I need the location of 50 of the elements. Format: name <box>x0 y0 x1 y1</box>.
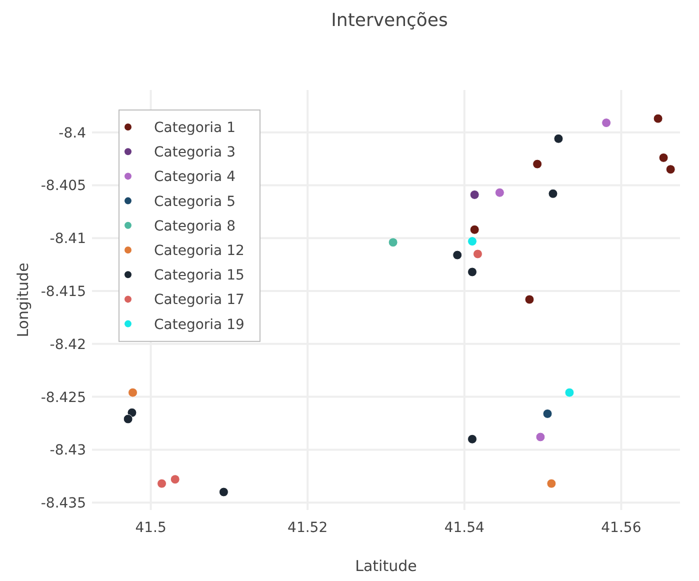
point <box>554 134 564 144</box>
point <box>218 487 228 497</box>
point <box>128 388 138 398</box>
point <box>532 159 542 169</box>
point <box>494 188 504 198</box>
legend-label: Categoria 8 <box>154 218 236 234</box>
legend-label: Categoria 17 <box>154 292 244 308</box>
point <box>170 474 180 484</box>
y-tick-label: -8.43 <box>50 442 86 459</box>
point <box>546 478 556 488</box>
point <box>467 267 477 277</box>
point <box>123 414 133 424</box>
point <box>157 478 167 488</box>
point <box>472 249 482 259</box>
legend-label: Categoria 3 <box>154 144 236 161</box>
point <box>467 236 477 246</box>
point <box>666 164 676 174</box>
legend-label: Categoria 19 <box>154 316 244 333</box>
point <box>542 408 552 418</box>
point <box>536 432 546 442</box>
legend-label: Categoria 12 <box>154 243 244 259</box>
point <box>524 294 534 304</box>
point <box>548 188 558 198</box>
y-axis-title: Longitude <box>14 262 32 338</box>
y-tick-label: -8.405 <box>40 178 86 194</box>
point <box>470 224 480 234</box>
y-tick-label: -8.42 <box>50 336 86 353</box>
y-tick-label: -8.425 <box>40 390 86 406</box>
x-tick-label: 41.56 <box>601 520 642 536</box>
point <box>564 388 574 398</box>
chart-title: Intervenções <box>331 10 448 31</box>
x-tick-label: 41.5 <box>135 520 166 536</box>
point <box>467 434 477 444</box>
y-tick-label: -8.415 <box>40 284 86 300</box>
point <box>452 250 462 260</box>
x-tick-label: 41.52 <box>288 520 328 536</box>
point <box>470 190 480 200</box>
legend-label: Categoria 5 <box>154 194 236 210</box>
x-axis-title: Latitude <box>355 557 417 575</box>
point <box>602 118 612 128</box>
legend-label: Categoria 15 <box>154 268 244 284</box>
x-tick-label: 41.54 <box>444 520 485 536</box>
point <box>388 238 398 248</box>
y-tick-label: -8.41 <box>50 231 86 248</box>
point <box>653 114 663 124</box>
y-tick-label: -8.435 <box>40 496 86 512</box>
y-tick-label: -8.4 <box>58 125 86 142</box>
legend-label: Categoria 4 <box>154 169 236 186</box>
legend-label: Categoria 1 <box>154 120 236 136</box>
point <box>658 152 668 162</box>
